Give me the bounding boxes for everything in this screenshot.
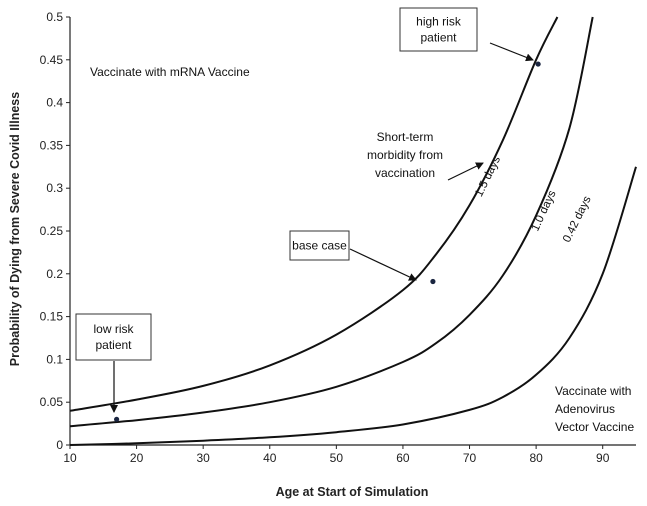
point-0 (114, 416, 120, 422)
tick-labels: 10 20 30 40 50 60 70 80 90 0 0.05 0.1 0.15 0.2 0.25 0.3… (40, 10, 610, 465)
x-tick-label: 30 (196, 451, 210, 465)
y-tick-label: 0.4 (46, 96, 63, 110)
point-1 (430, 278, 436, 285)
x-tick-label: 80 (529, 451, 543, 465)
callouts: low risk patient base case high risk patient (75, 7, 534, 413)
y-tick-label: 0.5 (46, 10, 63, 24)
y-tick-label: 0.15 (40, 310, 64, 324)
x-tick-label: 20 (130, 451, 144, 465)
y-tick-label: 0.1 (46, 352, 63, 366)
y-tick-label: 0.45 (40, 53, 64, 67)
series-label-0: 1.5 days (473, 154, 503, 199)
callout-1: base case (289, 230, 417, 281)
callout-box (75, 313, 152, 361)
curve-labels: 1.5 days 1.0 days 0.42 days (473, 154, 594, 244)
y-axis-title: Probability of Dying from Severe Covid I… (8, 92, 22, 366)
callout-box (399, 7, 478, 52)
morbidity-arrow (447, 162, 484, 181)
x-tick-label: 10 (63, 451, 77, 465)
x-tick-label: 50 (330, 451, 344, 465)
callout-label: patient (420, 31, 457, 45)
points (114, 61, 541, 422)
series-line-1 (69, 16, 594, 428)
region-adenovirus-label: Vaccinate with Adenovirus Vector Vaccine (555, 384, 634, 434)
series-label-1: 1.0 days (529, 188, 558, 233)
y-tick-label: 0.25 (40, 224, 64, 238)
region-adenovirus-line-2: Adenovirus (555, 402, 615, 416)
x-tick-label: 90 (596, 451, 610, 465)
callout-box (289, 230, 350, 261)
callout-label: patient (95, 338, 132, 352)
morbidity-label: Short-term morbidity from vaccination (367, 130, 443, 180)
callout-arrow (489, 42, 534, 62)
x-axis-title: Age at Start of Simulation (276, 485, 429, 499)
callout-2: high risk patient (399, 7, 534, 62)
y-tick-label: 0.35 (40, 138, 64, 152)
callout-label: high risk (416, 15, 462, 29)
region-adenovirus-line-1: Vaccinate with (555, 384, 631, 398)
x-tick-label: 40 (263, 451, 277, 465)
callout-0: low risk patient (75, 313, 152, 413)
series-line-0 (69, 16, 559, 412)
region-mrna-label: Vaccinate with mRNA Vaccine (90, 65, 250, 79)
morbidity-line-3: vaccination (375, 166, 435, 180)
y-tick-label: 0 (56, 438, 63, 452)
callout-label: low risk (93, 322, 134, 336)
y-tick-label: 0.05 (40, 395, 64, 409)
x-tick-label: 60 (396, 451, 410, 465)
morbidity-line-2: morbidity from (367, 148, 443, 162)
y-tick-label: 0.3 (46, 181, 63, 195)
region-adenovirus-line-3: Vector Vaccine (555, 420, 634, 434)
series-line-2 (69, 166, 637, 446)
series-label-2: 0.42 days (561, 194, 594, 244)
curves (69, 16, 637, 446)
y-tick-label: 0.2 (46, 267, 63, 281)
callout-arrow (349, 248, 417, 281)
x-tick-label: 70 (463, 451, 477, 465)
morbidity-line-1: Short-term (377, 130, 434, 144)
point-2 (535, 61, 541, 67)
morbidity-arrow-line (447, 162, 484, 181)
callout-label: base case (292, 239, 347, 253)
